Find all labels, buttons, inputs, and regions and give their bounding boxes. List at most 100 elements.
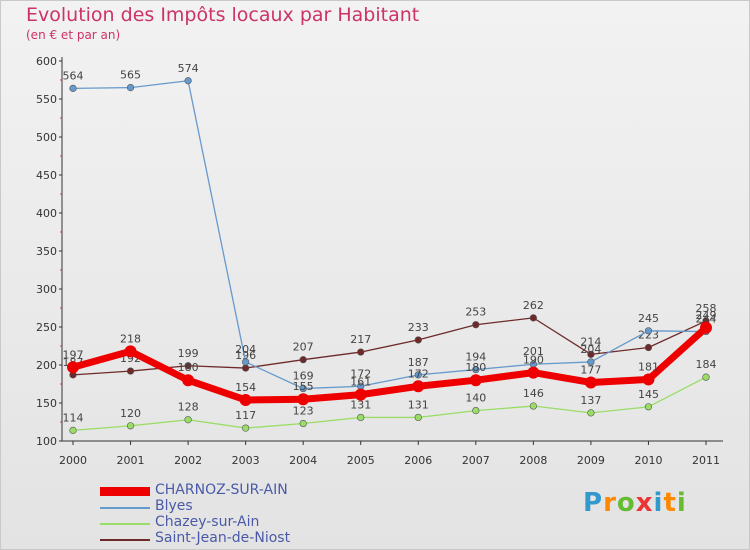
logo-letter: i: [653, 488, 664, 518]
proxiti-logo: Proxiti: [583, 488, 687, 518]
data-label: 223: [638, 329, 659, 342]
data-label: 161: [350, 376, 371, 389]
data-label: 137: [580, 394, 601, 407]
data-point: [587, 358, 595, 366]
data-point: [529, 314, 537, 322]
data-label: 244: [696, 313, 717, 326]
y-tick-label: 300: [36, 283, 57, 296]
data-label: 177: [580, 363, 601, 376]
series-line-chazey-sur-ain: [72, 376, 707, 432]
x-tick-label: 2000: [59, 454, 87, 467]
legend-label: Blyes: [155, 498, 193, 514]
data-point: [527, 366, 540, 379]
logo-letter: o: [616, 488, 636, 518]
data-label: 214: [580, 335, 601, 348]
line-chart: 100 150 200 250 300 350 400 450 500 550 600 2000 200…: [36, 55, 723, 467]
logo-letter: r: [603, 488, 617, 518]
y-tick-label: 450: [36, 169, 57, 182]
data-point: [412, 380, 425, 393]
y-tick-label: 600: [36, 55, 57, 68]
data-label: 123: [293, 405, 314, 418]
data-point: [242, 364, 250, 372]
x-tick-label: 2007: [462, 454, 490, 467]
x-tick-label: 2006: [404, 454, 432, 467]
data-label: 564: [63, 69, 84, 82]
series-line-blyes: [72, 80, 707, 390]
data-label: 190: [523, 354, 544, 367]
data-label: 197: [63, 348, 84, 361]
legend-label: Chazey-sur-Ain: [155, 514, 260, 530]
legend-swatch: [100, 523, 150, 525]
data-point: [469, 374, 482, 387]
data-point: [242, 424, 250, 432]
legend-swatch: [100, 539, 150, 541]
data-point: [124, 345, 137, 358]
y-tick-label: 500: [36, 131, 57, 144]
x-tick-label: 2003: [232, 454, 260, 467]
data-point: [584, 376, 597, 389]
data-label: 249: [696, 309, 717, 322]
data-point: [644, 327, 653, 335]
data-label: 146: [523, 387, 544, 400]
data-point: [182, 374, 195, 387]
logo-letter: i: [676, 488, 687, 518]
legend-item-blyes: Blyes: [100, 498, 360, 516]
x-tick-label: 2001: [117, 454, 145, 467]
data-point: [184, 362, 192, 370]
data-label: 196: [235, 349, 256, 362]
data-label: 114: [63, 411, 84, 424]
data-label: 199: [178, 347, 199, 360]
data-label: 233: [408, 321, 429, 334]
y-tick-label: 550: [36, 93, 57, 106]
data-label: 169: [293, 370, 314, 383]
data-point: [644, 403, 653, 411]
data-point: [702, 373, 710, 381]
data-label: 245: [638, 312, 659, 325]
series-line-charnoz-sur-ain: [69, 324, 710, 404]
x-tick-label: 2010: [634, 454, 662, 467]
x-tick-label: 2002: [174, 454, 202, 467]
data-point: [184, 416, 192, 424]
data-label: 120: [120, 407, 141, 420]
legend-item-chazey: Chazey-sur-Ain: [100, 514, 360, 532]
legend-item-saint-jean: Saint-Jean-de-Niost: [100, 530, 360, 548]
y-tick-label: 250: [36, 321, 57, 334]
legend-label: Saint-Jean-de-Niost: [155, 530, 291, 546]
data-point: [67, 361, 79, 374]
data-label: 187: [408, 356, 429, 369]
data-label: 181: [638, 360, 659, 373]
data-point: [242, 358, 250, 366]
data-point: [357, 413, 365, 422]
data-point: [472, 407, 480, 415]
logo-letter: t: [663, 488, 677, 518]
data-point: [69, 84, 77, 92]
data-point: [642, 373, 655, 386]
data-point: [357, 348, 365, 356]
x-tick-label: 2011: [692, 454, 720, 467]
y-tick-label: 150: [36, 397, 57, 410]
data-point: [299, 384, 307, 393]
logo-letter: P: [583, 488, 604, 518]
data-label: 180: [465, 361, 486, 374]
data-label: 253: [465, 306, 486, 319]
data-label: 140: [465, 392, 486, 405]
legend-item-charnoz: CHARNOZ-SUR-AIN: [100, 482, 360, 500]
data-label: 180: [178, 361, 199, 374]
chart-title: Evolution des Impôts locaux par Habitant: [26, 4, 420, 26]
data-label: 184: [696, 358, 717, 371]
data-label: 574: [178, 62, 199, 75]
data-point: [587, 409, 595, 417]
data-point: [414, 413, 422, 422]
data-label: 204: [580, 343, 601, 356]
data-label: 128: [178, 401, 199, 414]
y-tick-label: 200: [36, 359, 57, 372]
y-tick-label: 350: [36, 245, 57, 258]
legend-swatch: [100, 487, 150, 496]
data-label: 194: [465, 351, 486, 364]
data-point: [700, 321, 712, 334]
data-point: [69, 426, 77, 434]
data-label: 218: [120, 332, 141, 345]
data-point: [239, 393, 252, 406]
series-line-saint-jean-de-niost: [72, 317, 707, 376]
